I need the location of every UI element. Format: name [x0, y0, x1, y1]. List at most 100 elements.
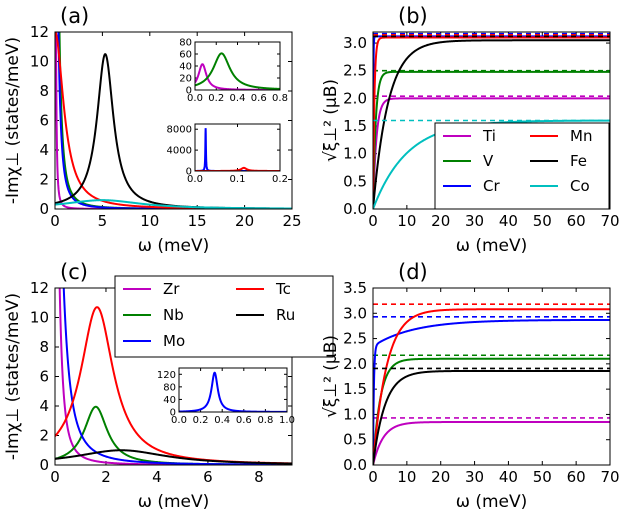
series-line-v: [373, 70, 610, 209]
y-axis-label: √ξ⊥² (μB): [321, 79, 341, 162]
y-tick-label: 0: [186, 86, 192, 97]
y-tick-label: 4: [39, 397, 49, 415]
y-tick-label: 6: [39, 368, 49, 386]
y-tick-label: 80: [163, 382, 176, 393]
x-tick-label: 0.8: [257, 415, 273, 426]
x-tick-label: 0.2: [272, 174, 288, 185]
x-tick-label: 30: [465, 468, 484, 486]
series-line-tc: [373, 308, 610, 465]
x-tick-label: 0.6: [251, 93, 267, 104]
inset-background: [179, 368, 287, 412]
chart-panel-b: 0 10 20 30 40 50 60 70 0.0 0.5 1.0 1.5 2.0 2.5 3.0 (b) ω…: [321, 4, 620, 256]
x-tick-label: 6: [203, 468, 213, 486]
series-group: [373, 303, 610, 465]
x-tick-label: 0: [50, 212, 60, 230]
y-tick-label: 3.0: [343, 34, 367, 52]
y-axis-label: -Imχ⊥ (states/meV): [3, 293, 23, 460]
x-tick-label: 0: [368, 468, 378, 486]
panel-label: (c): [60, 260, 88, 284]
y-tick-label: 2: [39, 171, 49, 189]
legend-label-mn: Mn: [570, 127, 592, 145]
y-tick-label: 4000: [167, 146, 192, 157]
series-line-zr: [373, 421, 610, 465]
series-line-co: [55, 199, 292, 209]
legend-label-co: Co: [570, 177, 590, 195]
y-tick-label: 40: [163, 395, 176, 406]
y-tick-label: 0.0: [343, 456, 367, 474]
y-tick-label: 0: [170, 408, 176, 419]
y-tick-label: 0.0: [343, 200, 367, 218]
x-tick-label: 0: [368, 212, 378, 230]
series-group: [55, 32, 292, 209]
series-line-mn: [373, 36, 610, 209]
x-axis-label: ω (meV): [138, 236, 210, 256]
x-tick-label: 20: [431, 212, 450, 230]
series-line-mo: [373, 318, 610, 465]
y-axis-label: √ξ⊥² (μB): [321, 335, 341, 418]
y-tick-label: 1.5: [343, 117, 367, 135]
legend-label-nb: Nb: [163, 306, 184, 324]
x-tick-label: 0.0: [187, 174, 203, 185]
y-tick-label: 4: [39, 141, 49, 159]
y-tick-label: 6: [39, 112, 49, 130]
x-tick-label: 40: [499, 468, 518, 486]
x-tick-label: 50: [533, 212, 552, 230]
legend-label-tc: Tc: [275, 280, 291, 298]
y-tick-label: 2.0: [343, 89, 367, 107]
y-tick-label: 80: [179, 38, 192, 49]
x-tick-label: 10: [397, 212, 416, 230]
x-tick-label: 0.0: [171, 415, 187, 426]
series-line-cr: [57, 32, 292, 209]
x-tick-label: 10: [140, 212, 159, 230]
y-tick-label: 10: [30, 53, 49, 71]
panel-label: (d): [398, 260, 428, 284]
y-tick-label: 60: [179, 50, 192, 61]
x-tick-label: 2: [101, 468, 111, 486]
x-tick-label: 8: [254, 468, 264, 486]
legend-label-ru: Ru: [276, 306, 295, 324]
y-tick-label: 0.5: [343, 431, 367, 449]
inset-frame: [194, 41, 281, 91]
series-line-v: [195, 52, 280, 90]
inset-frame: [178, 367, 288, 413]
chart-panel-a: 0 5 10 15 20 25 0 2 4 6 8 10 12 (a) ω (meV) -Imχ⊥ (stat…: [3, 4, 302, 256]
x-tick-label: 25: [282, 212, 301, 230]
x-tick-label: 0.4: [230, 93, 246, 104]
y-tick-label: 1.0: [343, 405, 367, 423]
y-tick-label: 0: [186, 167, 192, 178]
series-line-nb: [373, 357, 610, 465]
inset-frame: [194, 123, 281, 172]
x-tick-label: 0.4: [214, 415, 230, 426]
x-tick-label: 20: [235, 212, 254, 230]
x-tick-label: 40: [499, 212, 518, 230]
series-group: [373, 32, 610, 209]
x-axis-label: ω (meV): [456, 236, 528, 256]
series-line-ru: [55, 449, 292, 465]
x-tick-label: 60: [567, 468, 586, 486]
y-axis-label: -Imχ⊥ (states/meV): [3, 37, 23, 204]
x-tick-label: 60: [567, 212, 586, 230]
x-axis-label: ω (meV): [456, 492, 528, 512]
legend-box: [114, 275, 334, 358]
x-tick-label: 0.6: [236, 415, 252, 426]
plot-frame: [54, 31, 293, 210]
legend: Zr Tc Nb Ru Mo: [114, 275, 334, 358]
x-tick-label: 0.8: [272, 93, 288, 104]
legend-label-cr: Cr: [483, 177, 500, 195]
x-tick-label: 0.1: [230, 174, 246, 185]
panel-label: (b): [398, 4, 428, 28]
x-tick-label: 70: [600, 468, 619, 486]
y-tick-label: 12: [30, 23, 49, 41]
y-tick-label: 2.5: [343, 330, 367, 348]
x-tick-label: 0.0: [187, 93, 203, 104]
legend-label-v: V: [483, 152, 494, 170]
x-tick-label: 0.2: [193, 415, 209, 426]
y-tick-label: 20: [179, 74, 192, 85]
y-tick-label: 120: [157, 370, 176, 381]
series-line-mo: [62, 288, 292, 465]
x-tick-label: 0: [50, 468, 60, 486]
